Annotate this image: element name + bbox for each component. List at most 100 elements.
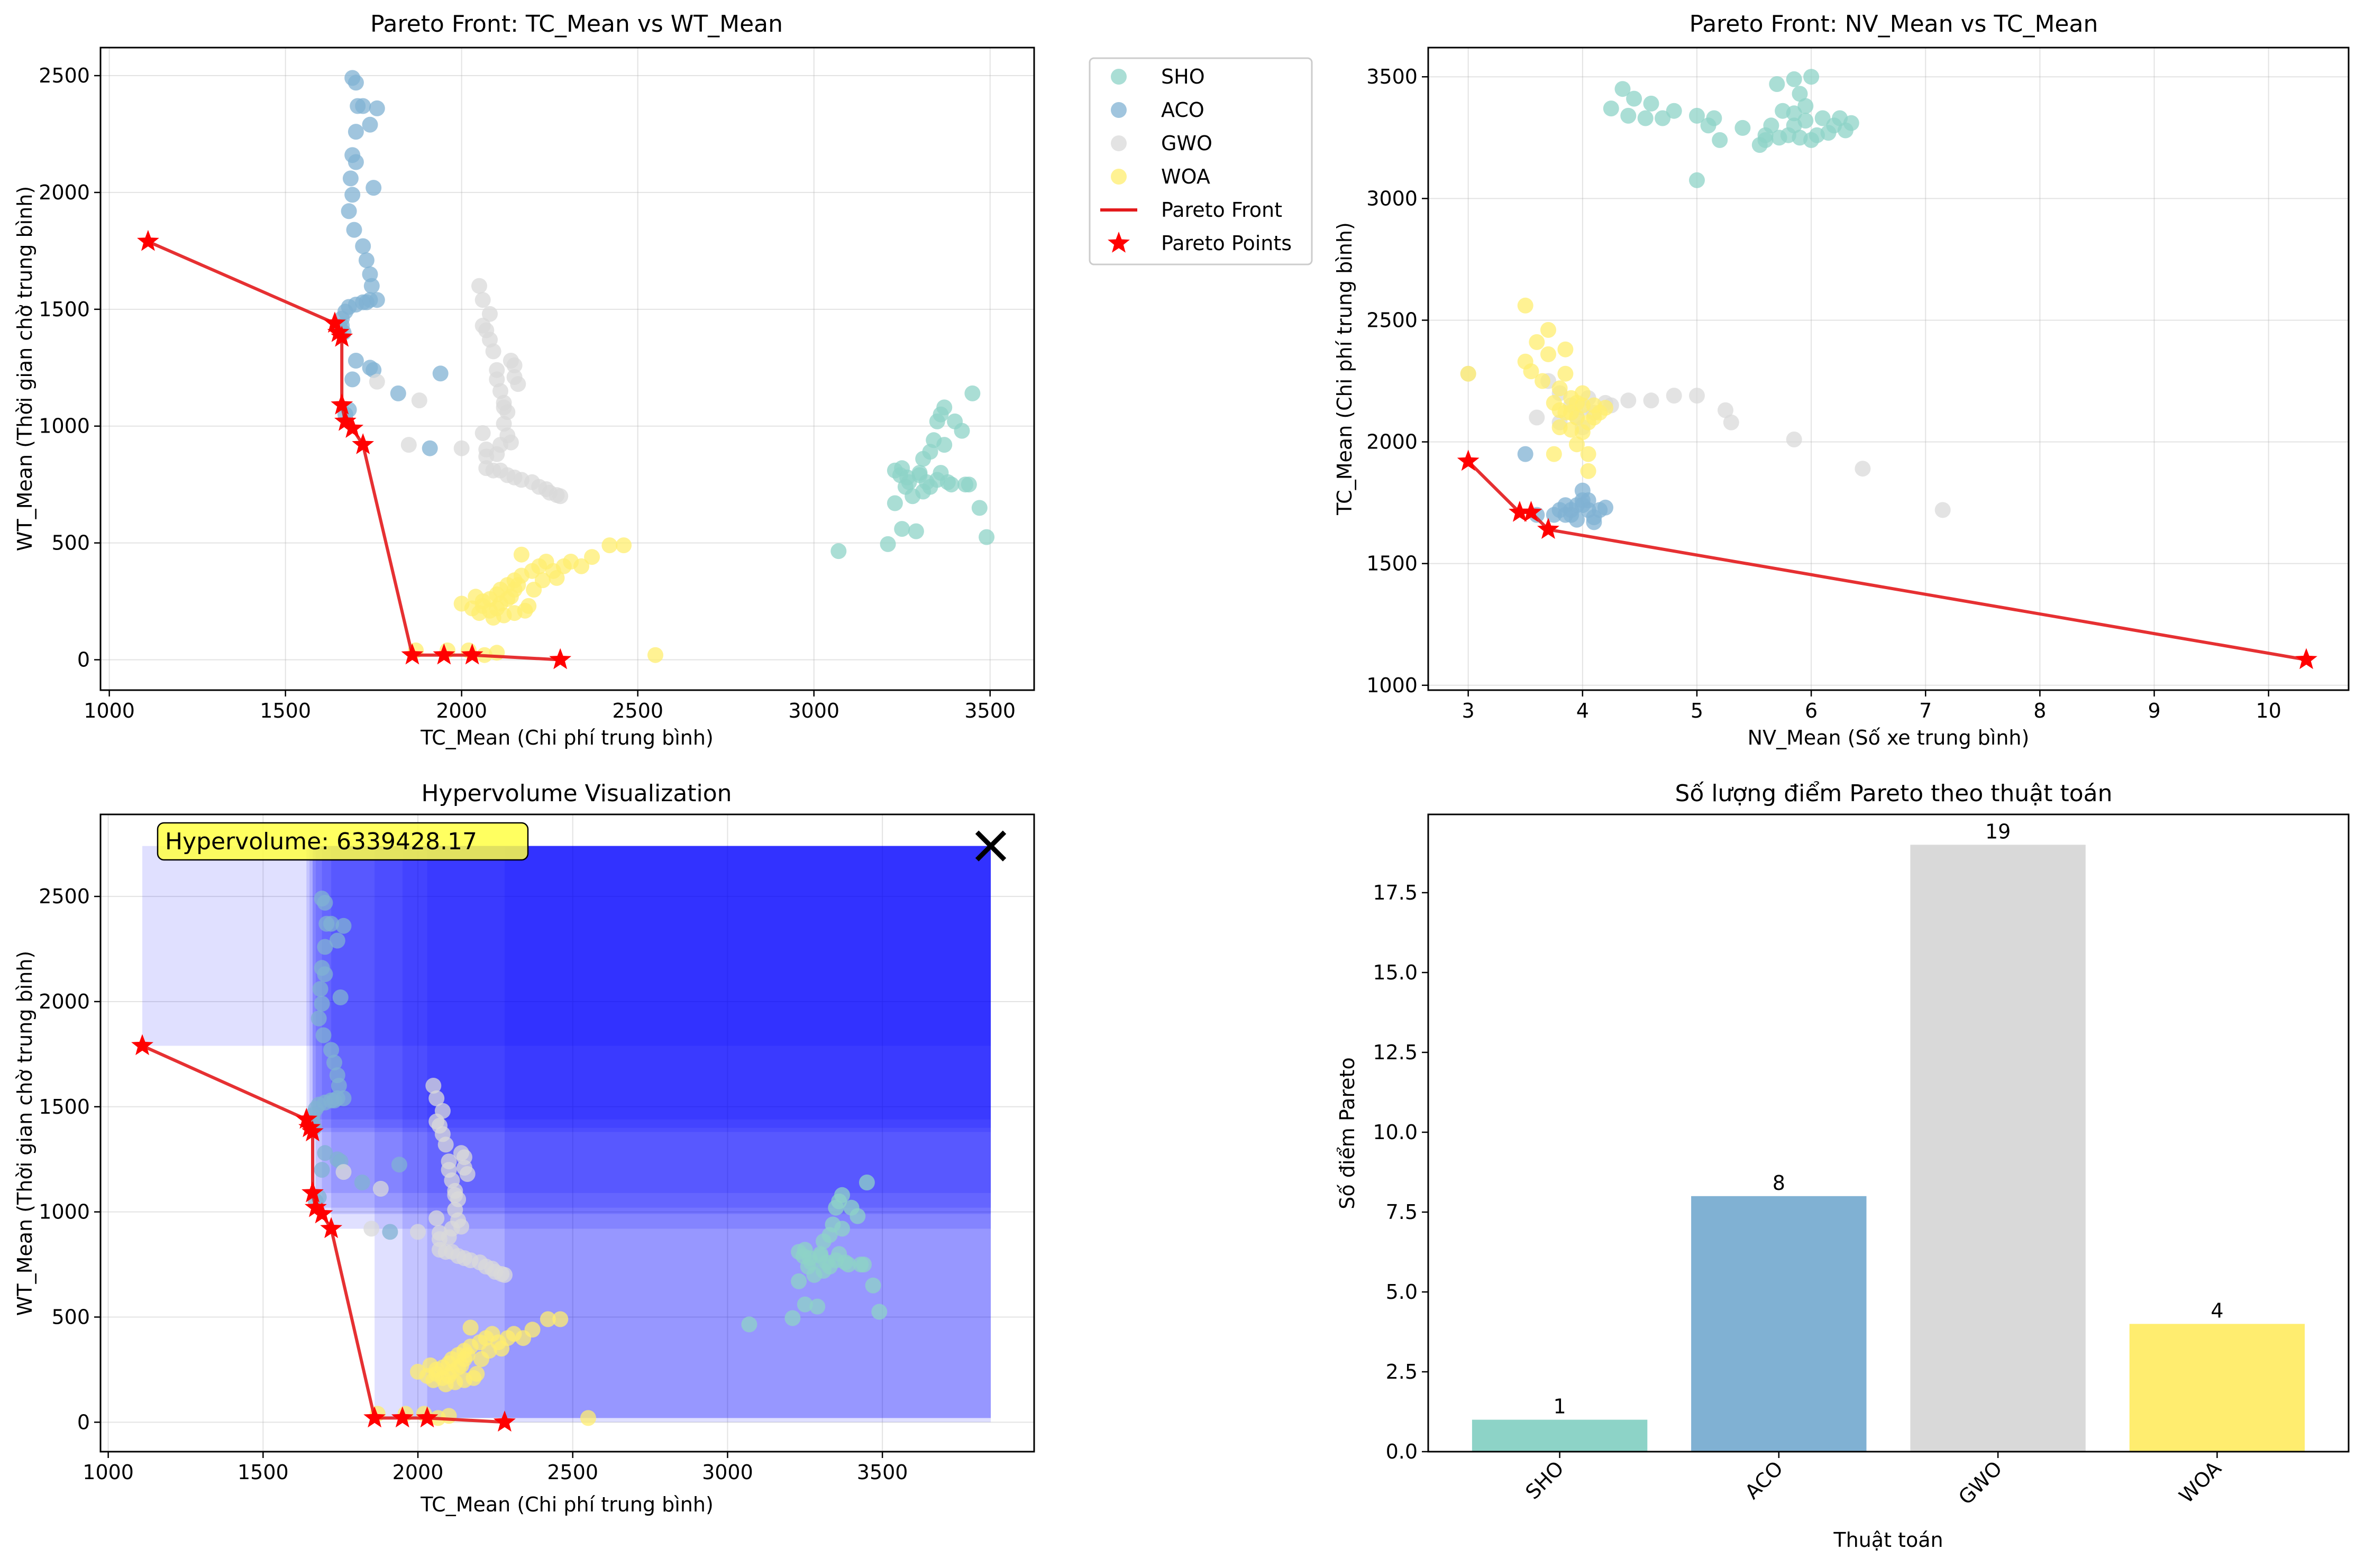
- panel-2-ytick-label: 3500: [1366, 65, 1418, 88]
- panel-1-xtick-label: 3500: [964, 699, 1016, 722]
- pareto-point-star: [320, 1217, 343, 1239]
- scatter-point-aco: [317, 895, 333, 911]
- legend-items: SHO ACO GWO WOA Pareto Front Pareto Points: [1100, 65, 1292, 255]
- bar-value-label: 1: [1553, 1395, 1566, 1418]
- panel-2-xtick-label: 6: [1805, 699, 1818, 722]
- scatter-point-sho: [1620, 107, 1637, 124]
- panel-4-ytick-label: 10.0: [1373, 1121, 1418, 1144]
- pareto-point-star: [433, 643, 455, 665]
- scatter-point-woa: [1569, 436, 1585, 453]
- scatter-point-sho: [971, 500, 988, 516]
- scatter-point-woa: [468, 589, 484, 605]
- hypervolume-rect: [375, 846, 991, 1418]
- scatter-point-woa: [513, 546, 529, 563]
- scatter-point-sho: [1626, 90, 1642, 107]
- scatter-point-gwo: [1620, 392, 1637, 409]
- panel-3-marks: Hypervolume: 6339428.17: [131, 822, 1007, 1432]
- scatter-point-sho: [908, 523, 924, 539]
- panel-4-ytick-label: 17.5: [1373, 881, 1418, 904]
- panel-3-grid: [101, 814, 1034, 1452]
- scatter-point-woa: [540, 1311, 556, 1327]
- panel-2-ytick-label: 2000: [1366, 430, 1418, 454]
- panel-2-xtick-label: 7: [1919, 699, 1932, 722]
- scatter-point-aco: [355, 98, 371, 114]
- scatter-point-aco: [390, 385, 406, 401]
- bar-aco: [1691, 1196, 1867, 1452]
- panel-1-title: Pareto Front: TC_Mean vs WT_Mean: [370, 11, 783, 38]
- scatter-point-sho: [859, 1175, 875, 1190]
- legend-marker-pareto-points: [1108, 232, 1130, 253]
- scatter-point-aco: [331, 1078, 347, 1094]
- scatter-point-sho: [954, 423, 970, 439]
- scatter-point-sho: [830, 543, 847, 560]
- panel-1-ytick-label: 1500: [39, 298, 90, 321]
- scatter-point-gwo: [1723, 414, 1739, 430]
- scatter-point-sho: [1803, 132, 1820, 148]
- panel-2-title: Pareto Front: NV_Mean vs TC_Mean: [1690, 11, 2098, 38]
- scatter-point-gwo: [474, 292, 491, 308]
- panel-2-xtick-label: 4: [1576, 699, 1589, 722]
- scatter-point-sho: [1786, 71, 1802, 87]
- panel-2-xlabel: NV_Mean (Số xe trung bình): [1748, 726, 2030, 749]
- panel-4-ylabel: Số điểm Pareto: [1336, 1057, 1359, 1209]
- scatter-point-sho: [911, 467, 928, 483]
- scatter-point-aco: [1546, 507, 1562, 523]
- scatter-point-sho: [1689, 107, 1705, 124]
- scatter-point-gwo: [1786, 432, 1802, 447]
- scatter-point-aco: [323, 1042, 340, 1058]
- panel-pareto-count-bar: Số lượng điểm Pareto theo thuật toán 1SH…: [1336, 780, 2350, 1552]
- panel-3-ytick-label: 2500: [39, 885, 90, 908]
- scatter-point-aco: [362, 116, 378, 133]
- scatter-point-aco: [1563, 502, 1579, 518]
- scatter-point-woa: [534, 572, 551, 589]
- pareto-point-star: [295, 1107, 318, 1129]
- scatter-point-gwo: [1718, 402, 1733, 418]
- scatter-point-sho: [1666, 103, 1682, 119]
- scatter-point-aco: [332, 989, 349, 1005]
- scatter-point-woa: [469, 1365, 485, 1382]
- scatter-point-gwo: [428, 1090, 445, 1106]
- panel-4-ytick-label: 12.5: [1373, 1041, 1418, 1064]
- scatter-point-sho: [834, 1221, 850, 1237]
- scatter-point-sho: [1712, 132, 1728, 148]
- scatter-point-woa: [1597, 400, 1613, 416]
- scatter-point-aco: [314, 995, 330, 1012]
- bar-gwo: [1910, 845, 2086, 1452]
- scatter-point-aco: [432, 365, 449, 382]
- scatter-point-gwo: [428, 1210, 445, 1226]
- panel-4-title: Số lượng điểm Pareto theo thuật toán: [1675, 780, 2113, 807]
- panel-3-ytick-label: 2000: [39, 990, 90, 1013]
- scatter-point-sho: [1797, 113, 1814, 129]
- panel-2-xtick-label: 9: [2148, 699, 2160, 722]
- pareto-point-star: [137, 230, 159, 251]
- scatter-point-aco: [348, 124, 364, 140]
- panel-3-ytick-label: 1000: [39, 1200, 90, 1224]
- scatter-point-aco: [326, 1054, 342, 1071]
- panel-2-ytick-label: 1000: [1366, 674, 1418, 697]
- scatter-point-sho: [791, 1273, 807, 1289]
- scatter-point-aco: [1586, 514, 1602, 530]
- legend-frame: [1089, 57, 1313, 265]
- scatter-point-sho: [1763, 117, 1779, 134]
- scatter-point-woa: [1517, 297, 1533, 314]
- scatter-point-aco: [344, 371, 361, 388]
- panel-pareto-tc-wt: Pareto Front: TC_Mean vs WT_Mean 1000 150…: [13, 11, 1035, 749]
- scatter-point-sho: [856, 1257, 872, 1273]
- scatter-point-gwo: [453, 1218, 469, 1235]
- scatter-point-sho: [887, 495, 903, 511]
- legend-marker-woa: [1111, 169, 1127, 185]
- scatter-point-gwo: [1855, 461, 1871, 477]
- panel-4-ytick-label: 5.0: [1386, 1280, 1418, 1304]
- scatter-point-gwo: [1643, 392, 1659, 409]
- scatter-point-woa: [510, 577, 526, 593]
- hypervolume-rect: [315, 846, 991, 1208]
- scatter-point-aco: [346, 222, 362, 238]
- legend-label: Pareto Front: [1161, 198, 1282, 222]
- scatter-point-aco: [382, 1224, 398, 1240]
- panel-2-frame: [1427, 47, 2350, 691]
- scatter-point-woa: [647, 647, 663, 663]
- pareto-point-star: [352, 433, 375, 454]
- scatter-point-sho: [741, 1316, 757, 1333]
- scatter-point-sho: [871, 1304, 888, 1320]
